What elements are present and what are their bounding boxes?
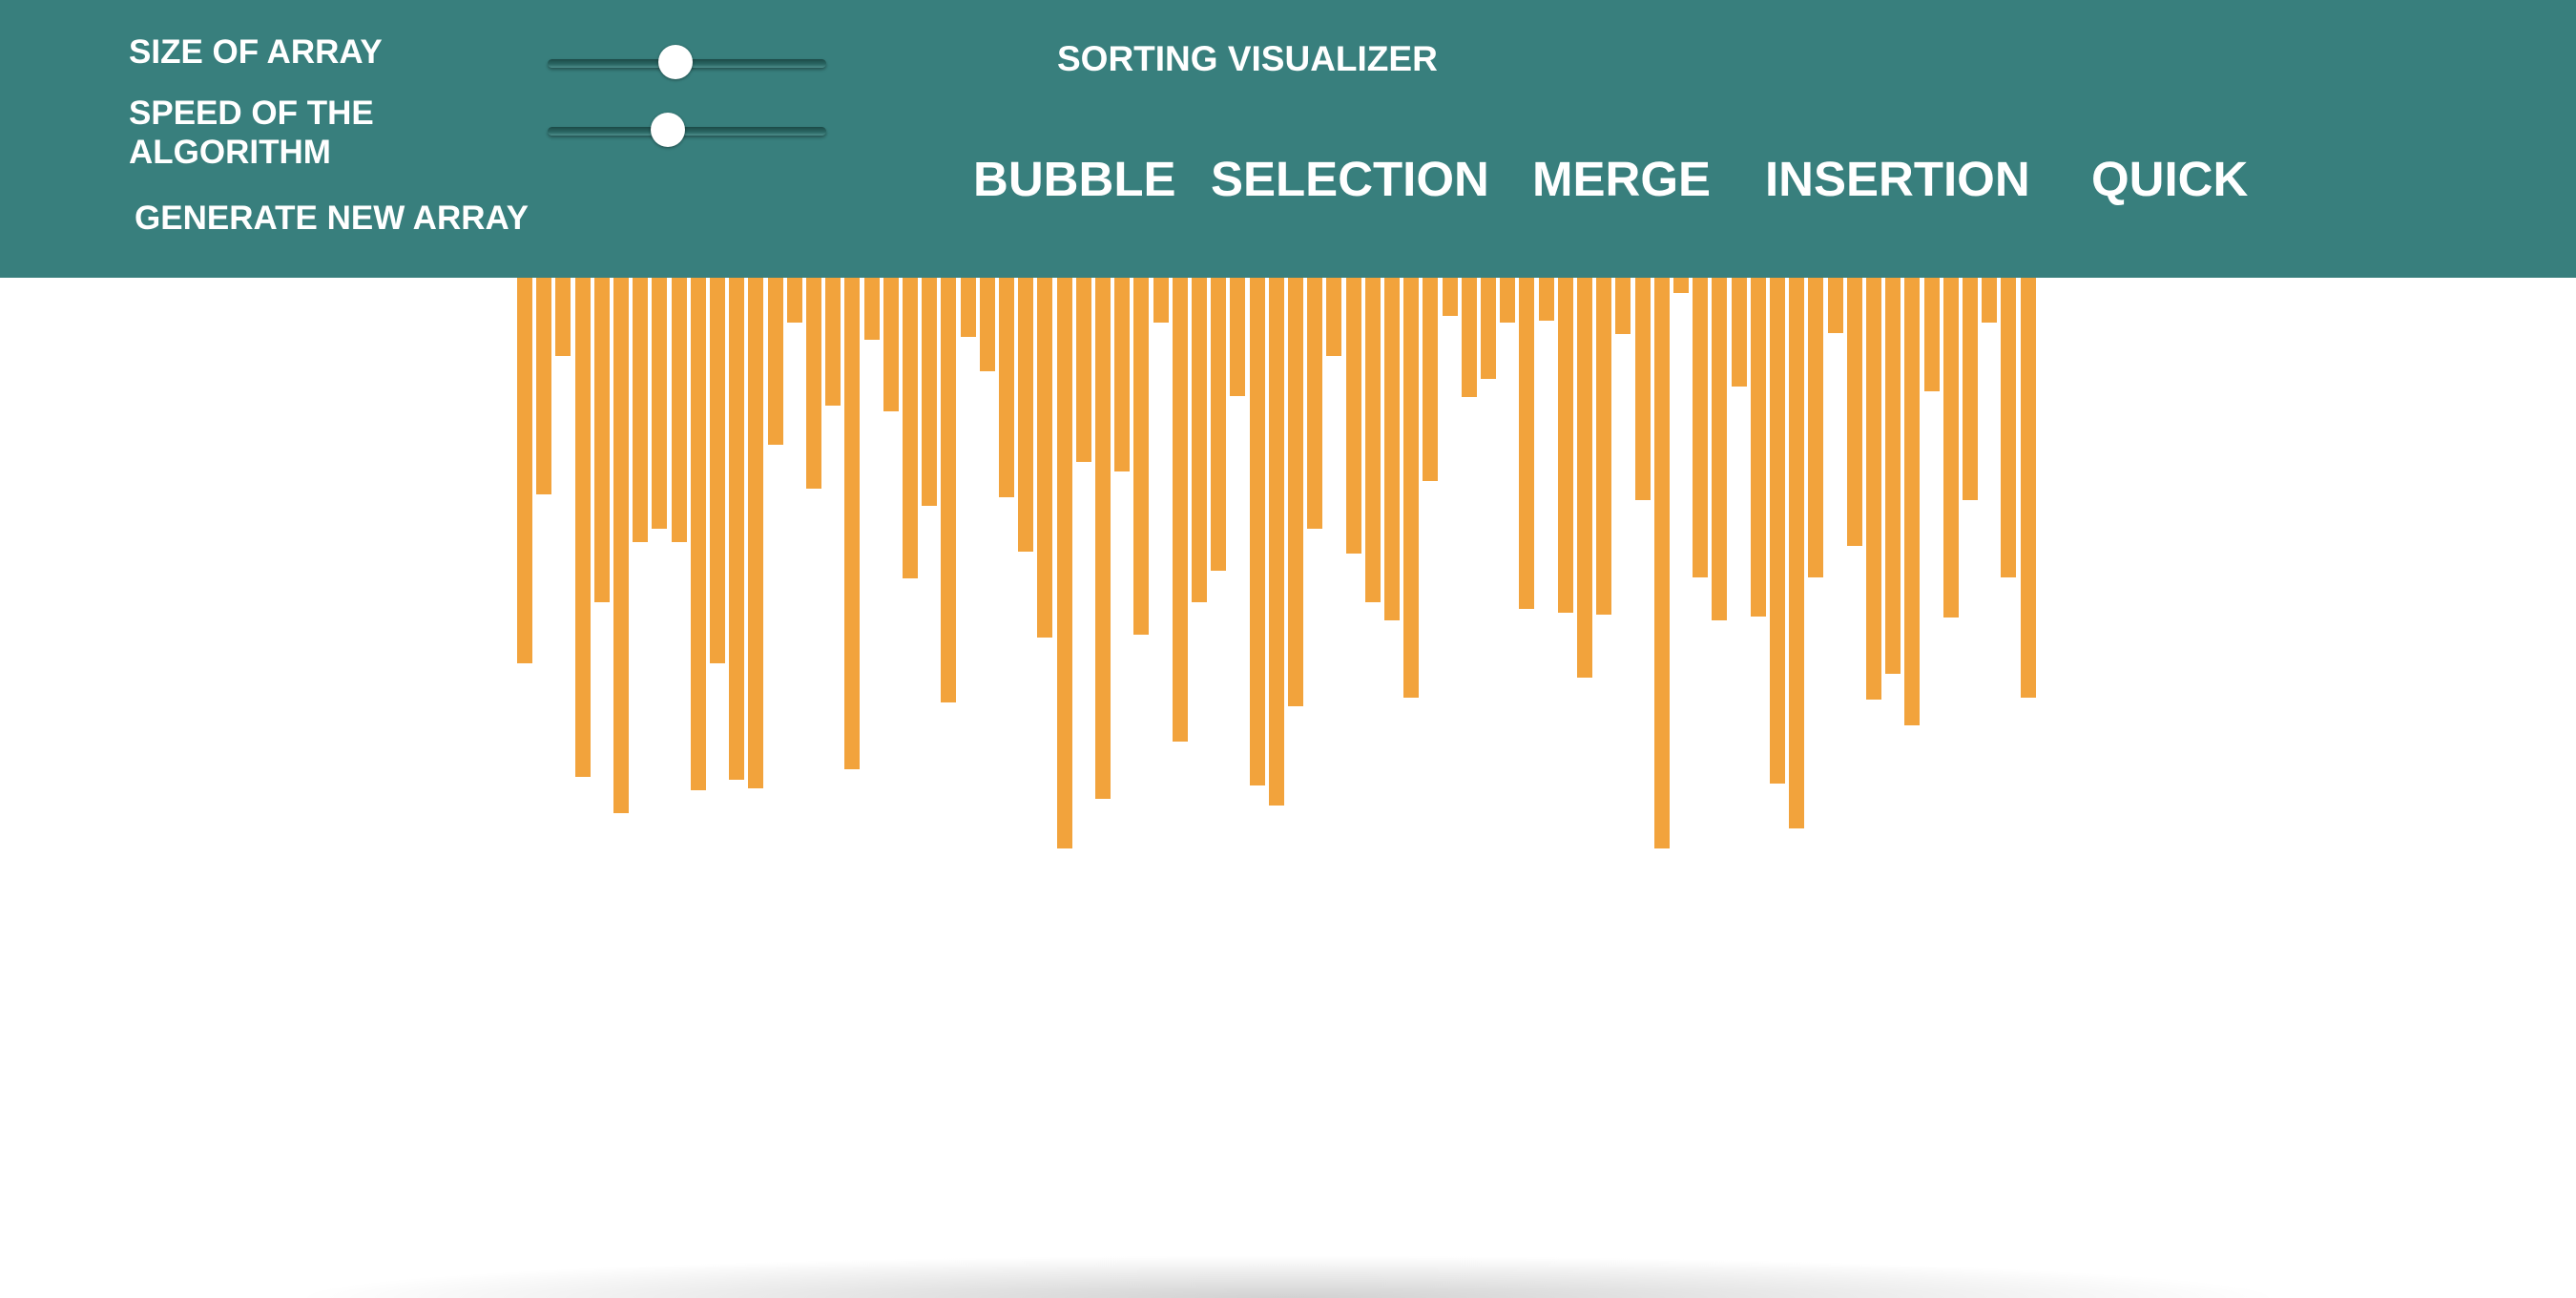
- array-bar: [979, 278, 995, 371]
- array-bar: [671, 278, 687, 542]
- speed-slider[interactable]: [548, 110, 826, 152]
- array-size-slider-thumb[interactable]: [658, 45, 694, 79]
- array-bar: [710, 278, 725, 663]
- array-bar: [2020, 278, 2036, 698]
- array-bar: [1615, 278, 1631, 334]
- quick-sort-button[interactable]: QUICK: [2091, 152, 2249, 206]
- array-bar: [1364, 278, 1381, 602]
- array-bar: [1461, 278, 1477, 397]
- array-bar: [1095, 278, 1111, 799]
- array-bars: [0, 278, 2576, 1232]
- array-bar: [1538, 278, 1554, 321]
- array-bar: [1500, 278, 1516, 323]
- array-bar: [1827, 278, 1843, 333]
- array-bar: [1075, 278, 1091, 462]
- speed-of-algorithm-label: SPEED OF THE ALGORITHM: [129, 94, 374, 171]
- array-bar: [825, 278, 841, 406]
- array-bar: [1403, 278, 1420, 698]
- array-bar: [690, 278, 706, 790]
- array-bar: [1423, 278, 1439, 481]
- array-bar: [1018, 278, 1034, 552]
- size-of-array-label: SIZE OF ARRAY: [129, 33, 383, 71]
- array-bar: [1307, 278, 1323, 529]
- array-bar: [1519, 278, 1535, 609]
- array-bar: [1230, 278, 1246, 396]
- array-bar: [1770, 278, 1785, 784]
- array-bar: [941, 278, 957, 702]
- array-bar: [1596, 278, 1612, 615]
- array-bar: [1712, 278, 1728, 620]
- array-bar: [786, 278, 802, 323]
- speed-slider-thumb[interactable]: [650, 113, 685, 147]
- array-bar: [517, 278, 532, 663]
- app-title: SORTING VISUALIZER: [1057, 39, 1438, 78]
- array-bar: [1268, 278, 1284, 806]
- array-bar: [729, 278, 745, 780]
- array-bar: [2001, 278, 2017, 577]
- array-bar: [613, 278, 629, 813]
- array-bar: [1750, 278, 1766, 617]
- array-bar: [1846, 278, 1862, 546]
- array-bar: [863, 278, 880, 340]
- array-bar: [1481, 278, 1496, 379]
- generate-new-array-button[interactable]: GENERATE NEW ARRAY: [135, 199, 529, 237]
- array-bar: [806, 278, 821, 489]
- array-bar: [767, 278, 783, 445]
- array-bar: [555, 278, 571, 356]
- array-size-slider[interactable]: [548, 42, 826, 84]
- array-bar: [1326, 278, 1342, 356]
- array-bar: [1133, 278, 1150, 635]
- array-bar: [1693, 278, 1709, 577]
- array-bar: [1577, 278, 1592, 678]
- array-bar: [1192, 278, 1207, 602]
- array-bar: [652, 278, 668, 529]
- array-bar: [1731, 278, 1747, 387]
- top-toolbar: SIZE OF ARRAY SPEED OF THE ALGORITHM GEN…: [0, 0, 2576, 278]
- array-bar: [1634, 278, 1651, 500]
- array-bar: [1885, 278, 1901, 674]
- array-bar: [960, 278, 976, 337]
- array-bar: [1442, 278, 1458, 316]
- array-bar: [903, 278, 918, 578]
- selection-sort-button[interactable]: SELECTION: [1211, 152, 1489, 206]
- array-bar: [1673, 278, 1689, 293]
- array-bar: [633, 278, 649, 542]
- array-bar: [1056, 278, 1072, 848]
- array-bar: [1249, 278, 1265, 785]
- array-bar: [574, 278, 591, 777]
- array-bar: [999, 278, 1014, 497]
- array-bar: [1653, 278, 1670, 848]
- array-bar: [536, 278, 552, 494]
- merge-sort-button[interactable]: MERGE: [1532, 152, 1712, 206]
- array-bar: [1904, 278, 1921, 725]
- array-bar: [844, 278, 861, 769]
- array-bar: [748, 278, 764, 788]
- array-bar: [1942, 278, 1959, 618]
- array-bar: [1384, 278, 1400, 620]
- insertion-sort-button[interactable]: INSERTION: [1765, 152, 2030, 206]
- array-bar: [1114, 278, 1131, 471]
- array-bar: [1808, 278, 1824, 577]
- array-bar: [1153, 278, 1169, 323]
- array-bar: [883, 278, 899, 411]
- array-bar: [1923, 278, 1940, 391]
- array-bar: [922, 278, 938, 506]
- array-bar: [1037, 278, 1053, 638]
- array-bar: [1963, 278, 1978, 500]
- page-bottom-shadow: [286, 1255, 2290, 1298]
- speed-slider-track[interactable]: [548, 127, 826, 136]
- array-bar: [1789, 278, 1805, 828]
- array-bar: [1288, 278, 1303, 706]
- array-bar: [1557, 278, 1573, 613]
- array-bar: [1345, 278, 1361, 554]
- array-bar: [593, 278, 610, 602]
- array-bar: [1866, 278, 1881, 700]
- array-bar: [1172, 278, 1188, 742]
- array-bar: [1211, 278, 1227, 571]
- array-bar: [1982, 278, 1998, 323]
- bubble-sort-button[interactable]: BUBBLE: [973, 152, 1176, 206]
